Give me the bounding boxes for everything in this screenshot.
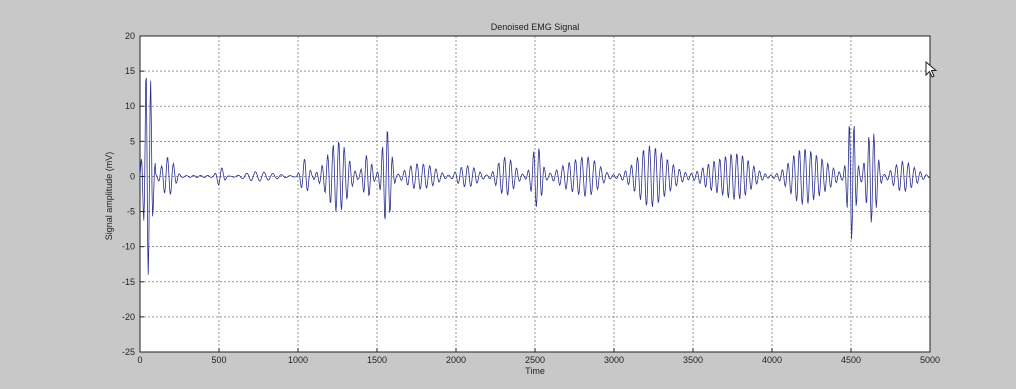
- x-tick-label: 500: [211, 355, 226, 365]
- y-axis-ticks: 20 15 10 5 0 -5 -10 -15 -20 -25: [122, 31, 144, 357]
- x-tick-label: 4500: [841, 355, 861, 365]
- y-tick-label: -15: [122, 277, 135, 287]
- x-axis-ticks: 0 500 1000 1500 2000 2500 3000 3500 4000 4500 5000: [137, 348, 940, 365]
- y-axis-label: Signal amplitude (mV): [104, 152, 114, 241]
- mouse-pointer-icon: [925, 60, 938, 78]
- chart-title: Denoised EMG Signal: [491, 22, 580, 32]
- x-tick-label: 1000: [288, 355, 308, 365]
- x-tick-label: 3000: [604, 355, 624, 365]
- y-tick-label: -20: [122, 312, 135, 322]
- signal-line: [139, 77, 931, 275]
- x-tick-label: 1500: [367, 355, 387, 365]
- y-tick-label: 0: [130, 171, 135, 181]
- signal-series: [139, 77, 931, 275]
- y-tick-label: 15: [125, 66, 135, 76]
- x-axis-label: Time: [525, 366, 545, 376]
- y-tick-label: -10: [122, 242, 135, 252]
- x-tick-label: 5000: [920, 355, 940, 365]
- y-tick-label: -25: [122, 347, 135, 357]
- x-tick-label: 4000: [762, 355, 782, 365]
- y-tick-label: 20: [125, 31, 135, 41]
- y-tick-label: 10: [125, 101, 135, 111]
- y-tick-label: 5: [130, 136, 135, 146]
- x-tick-label: 2000: [446, 355, 466, 365]
- y-tick-label: -5: [127, 207, 135, 217]
- x-tick-label: 3500: [683, 355, 703, 365]
- x-tick-label: 0: [137, 355, 142, 365]
- x-tick-label: 2500: [525, 355, 545, 365]
